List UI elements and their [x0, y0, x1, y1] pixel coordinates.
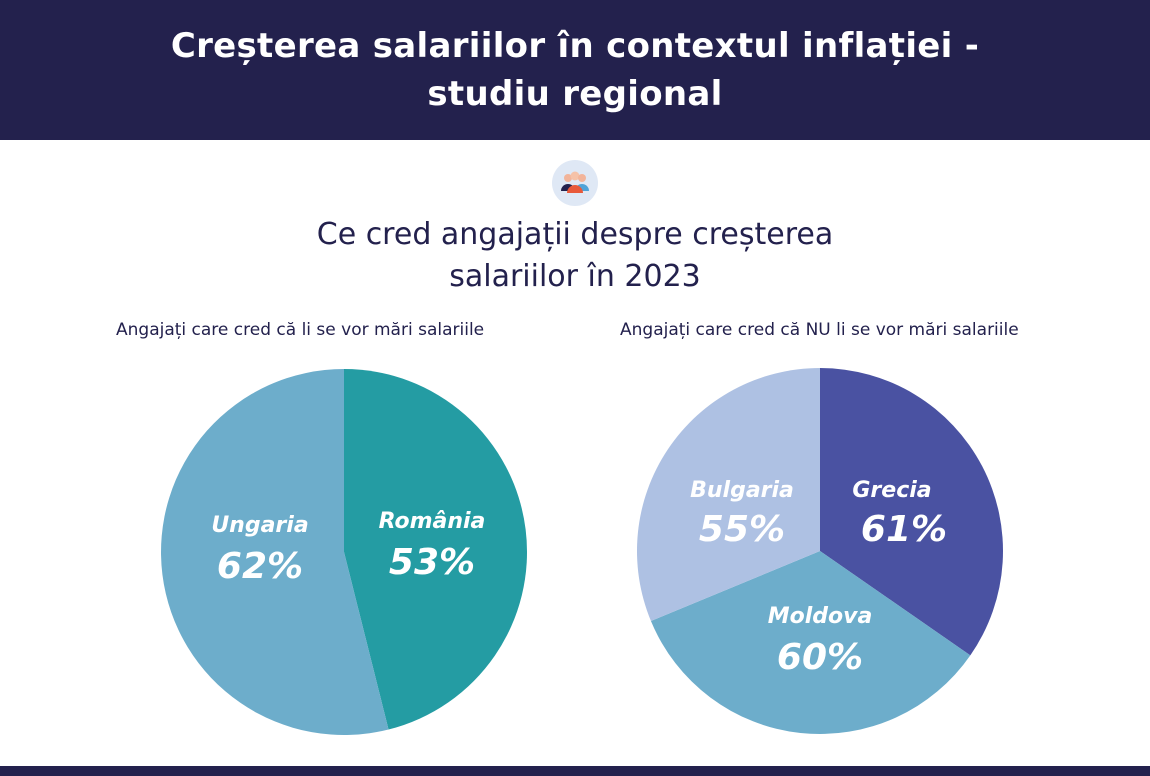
- header-bar: Creșterea salariilor în contextul inflaț…: [0, 0, 1150, 140]
- slice-name-bulgaria: Bulgaria: [690, 478, 794, 503]
- pie-slice-ungaria: [161, 369, 389, 735]
- slice-name-ungaria: Ungaria: [211, 513, 308, 538]
- chart-subtitle: Ce cred angajații despre creșterea salar…: [316, 217, 834, 294]
- left-pie-chart: România 53% Ungaria 62%: [161, 369, 528, 735]
- pie-slice-grecia: [820, 368, 1004, 656]
- people-group-icon: [552, 160, 598, 206]
- pie-slice-romania: [344, 369, 528, 730]
- page-title: Creșterea salariilor în contextul inflaț…: [170, 26, 980, 114]
- right-pie-chart: Grecia 61% Moldova 60% Bulgaria 55%: [637, 368, 1004, 735]
- pie-slice-moldova: [650, 551, 971, 735]
- right-chart-caption: Angajați care cred că NU li se vor mări …: [620, 320, 1019, 340]
- slice-value-grecia: 61%: [861, 509, 947, 550]
- slice-value-bulgaria: 55%: [699, 509, 785, 550]
- pie-slice-bulgaria: [637, 368, 820, 622]
- slice-name-moldova: Moldova: [768, 604, 873, 629]
- slice-value-ungaria: 62%: [217, 546, 303, 587]
- slice-name-grecia: Grecia: [852, 478, 931, 503]
- slice-value-moldova: 60%: [777, 637, 863, 678]
- left-chart-caption: Angajați care cred că li se vor mări sal…: [116, 320, 485, 340]
- slice-name-romania: România: [379, 509, 486, 534]
- footer-bar: [0, 766, 1150, 776]
- slice-value-romania: 53%: [389, 542, 475, 583]
